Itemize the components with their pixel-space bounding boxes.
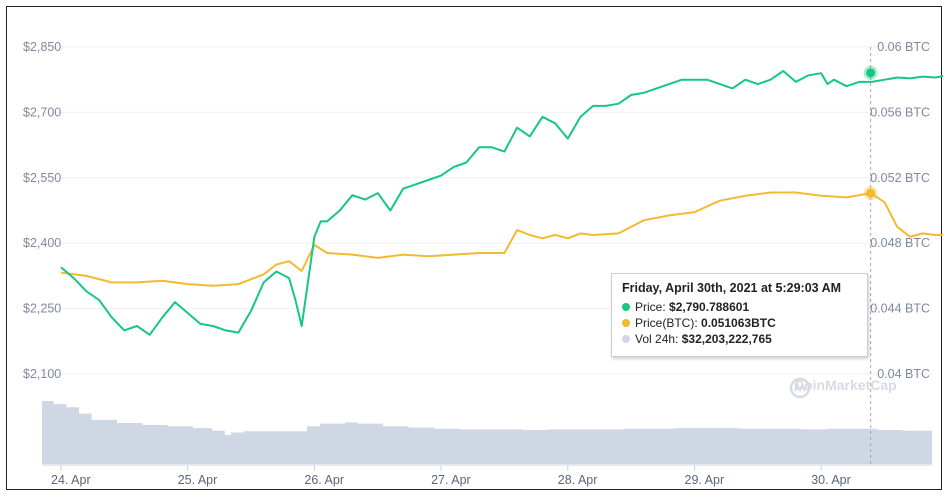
y-right-tick: 0.056 BTC — [870, 105, 930, 119]
tooltip-price-value: $2,790.788601 — [669, 300, 750, 314]
y-left-tick: $2,700 — [23, 105, 61, 119]
y-right-tick: 0.044 BTC — [870, 302, 930, 316]
watermark-text: CoinMarketCap — [794, 377, 897, 393]
vol-dot-icon — [622, 335, 630, 343]
price-dot-icon — [622, 303, 630, 311]
x-tick-label: 26. Apr — [304, 473, 344, 487]
x-tick-label: 29. Apr — [685, 473, 725, 487]
tooltip-vol-label: Vol 24h: — [635, 332, 679, 346]
tooltip-row-vol: Vol 24h: $32,203,222,765 — [622, 331, 857, 347]
chart-frame: $2,850 $2,700 $2,550 $2,400 $2,250 $2,100 0.0… — [6, 6, 943, 491]
volume-layer — [42, 401, 932, 464]
x-tick-label: 27. Apr — [431, 473, 471, 487]
y-left-tick: $2,250 — [23, 302, 61, 316]
x-tick-label: 25. Apr — [178, 473, 218, 487]
y-left-tick: $2,550 — [23, 171, 61, 185]
y-left-tick: $2,100 — [23, 367, 61, 381]
price-layer — [60, 70, 943, 336]
y-axis-right: 0.06 BTC 0.056 BTC 0.052 BTC 0.048 BTC 0.044… — [870, 40, 930, 381]
x-tick-label: 28. Apr — [558, 473, 598, 487]
price-marker — [866, 68, 876, 78]
y-right-tick: 0.052 BTC — [870, 171, 930, 185]
btc-price-line — [60, 191, 943, 287]
y-axis-left: $2,850 $2,700 $2,550 $2,400 $2,250 $2,100 — [23, 40, 61, 381]
volume-area — [42, 401, 932, 464]
chart-tooltip: Friday, April 30th, 2021 at 5:29:03 AM P… — [611, 273, 868, 357]
tooltip-btc-value: 0.051063BTC — [701, 316, 776, 330]
watermark: CoinMarketCap — [789, 377, 897, 399]
grid-lines — [42, 46, 932, 375]
tooltip-row-btc: Price(BTC): 0.051063BTC — [622, 315, 857, 331]
y-right-tick: 0.048 BTC — [870, 236, 930, 250]
tooltip-btc-label: Price(BTC): — [635, 316, 698, 330]
btc-marker — [866, 188, 876, 198]
x-tick-label: 30. Apr — [811, 473, 851, 487]
y-right-tick: 0.04 BTC — [877, 367, 930, 381]
tooltip-row-price: Price: $2,790.788601 — [622, 299, 857, 315]
price-chart[interactable]: $2,850 $2,700 $2,550 $2,400 $2,250 $2,100 0.0… — [7, 7, 943, 491]
x-tick-label: 24. Apr — [51, 473, 91, 487]
coinmarketcap-logo-icon — [789, 377, 811, 399]
btc-price-layer — [60, 191, 943, 287]
x-axis: 24. Apr 25. Apr 26. Apr 27. Apr 28. Apr 29. A… — [42, 464, 932, 487]
tooltip-price-label: Price: — [635, 300, 666, 314]
y-right-tick: 0.06 BTC — [877, 40, 930, 54]
hover-markers — [863, 65, 878, 201]
btc-dot-icon — [622, 319, 630, 327]
price-line — [60, 70, 943, 336]
tooltip-vol-value: $32,203,222,765 — [681, 332, 772, 346]
tooltip-title: Friday, April 30th, 2021 at 5:29:03 AM — [622, 281, 842, 295]
y-left-tick: $2,400 — [23, 236, 61, 250]
y-left-tick: $2,850 — [23, 40, 61, 54]
